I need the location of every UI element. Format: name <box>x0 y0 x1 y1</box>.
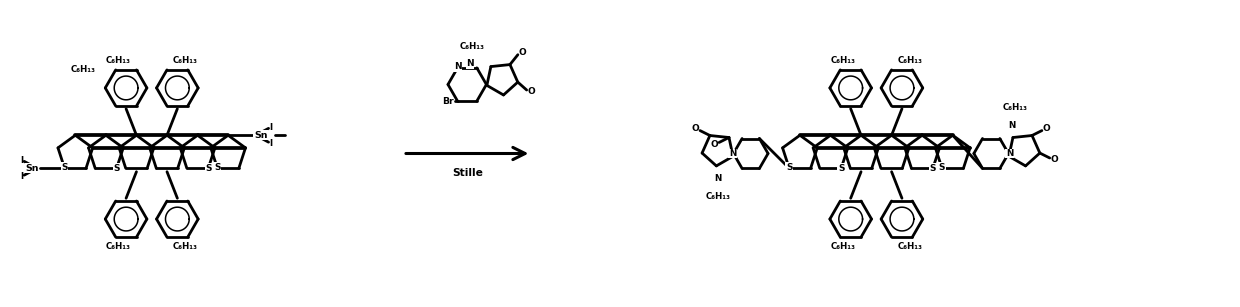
Text: Sn: Sn <box>254 131 268 140</box>
Text: Sn: Sn <box>25 164 38 173</box>
Text: C₆H₁₃: C₆H₁₃ <box>1002 103 1028 112</box>
Text: N: N <box>466 59 474 68</box>
Text: C₆H₁₃: C₆H₁₃ <box>71 65 95 74</box>
Text: O: O <box>1050 155 1059 165</box>
Text: C₆H₁₃: C₆H₁₃ <box>706 192 730 201</box>
Text: Stille: Stille <box>451 168 482 178</box>
Text: N: N <box>729 149 737 158</box>
Text: O: O <box>711 140 718 149</box>
Text: S: S <box>61 163 68 172</box>
Text: I: I <box>269 139 272 148</box>
Text: C₆H₁₃: C₆H₁₃ <box>172 242 197 251</box>
Text: C₆H₁₃: C₆H₁₃ <box>172 56 197 65</box>
Text: I: I <box>21 172 24 181</box>
Text: N: N <box>454 62 461 71</box>
Text: O: O <box>1043 124 1050 133</box>
Text: S: S <box>215 163 221 172</box>
Text: S: S <box>939 163 945 172</box>
Text: Br: Br <box>441 97 454 106</box>
Text: S: S <box>786 163 792 172</box>
Text: S: S <box>205 164 212 173</box>
Text: S: S <box>838 164 844 173</box>
Text: C₆H₁₃: C₆H₁₃ <box>105 56 130 65</box>
Text: I: I <box>269 123 272 132</box>
Text: N: N <box>1008 121 1016 130</box>
Text: C₆H₁₃: C₆H₁₃ <box>831 242 856 251</box>
Text: N: N <box>1006 149 1013 158</box>
Text: N: N <box>714 174 722 183</box>
Text: C₆H₁₃: C₆H₁₃ <box>831 56 856 65</box>
Text: C₆H₁₃: C₆H₁₃ <box>898 56 923 65</box>
Text: S: S <box>930 164 936 173</box>
Text: I: I <box>21 156 24 165</box>
Text: O: O <box>518 48 527 57</box>
Text: C₆H₁₃: C₆H₁₃ <box>460 42 485 51</box>
Text: O: O <box>528 87 536 96</box>
Text: O: O <box>691 124 699 133</box>
Text: C₆H₁₃: C₆H₁₃ <box>898 242 923 251</box>
Text: S: S <box>113 164 120 173</box>
Text: C₆H₁₃: C₆H₁₃ <box>105 242 130 251</box>
